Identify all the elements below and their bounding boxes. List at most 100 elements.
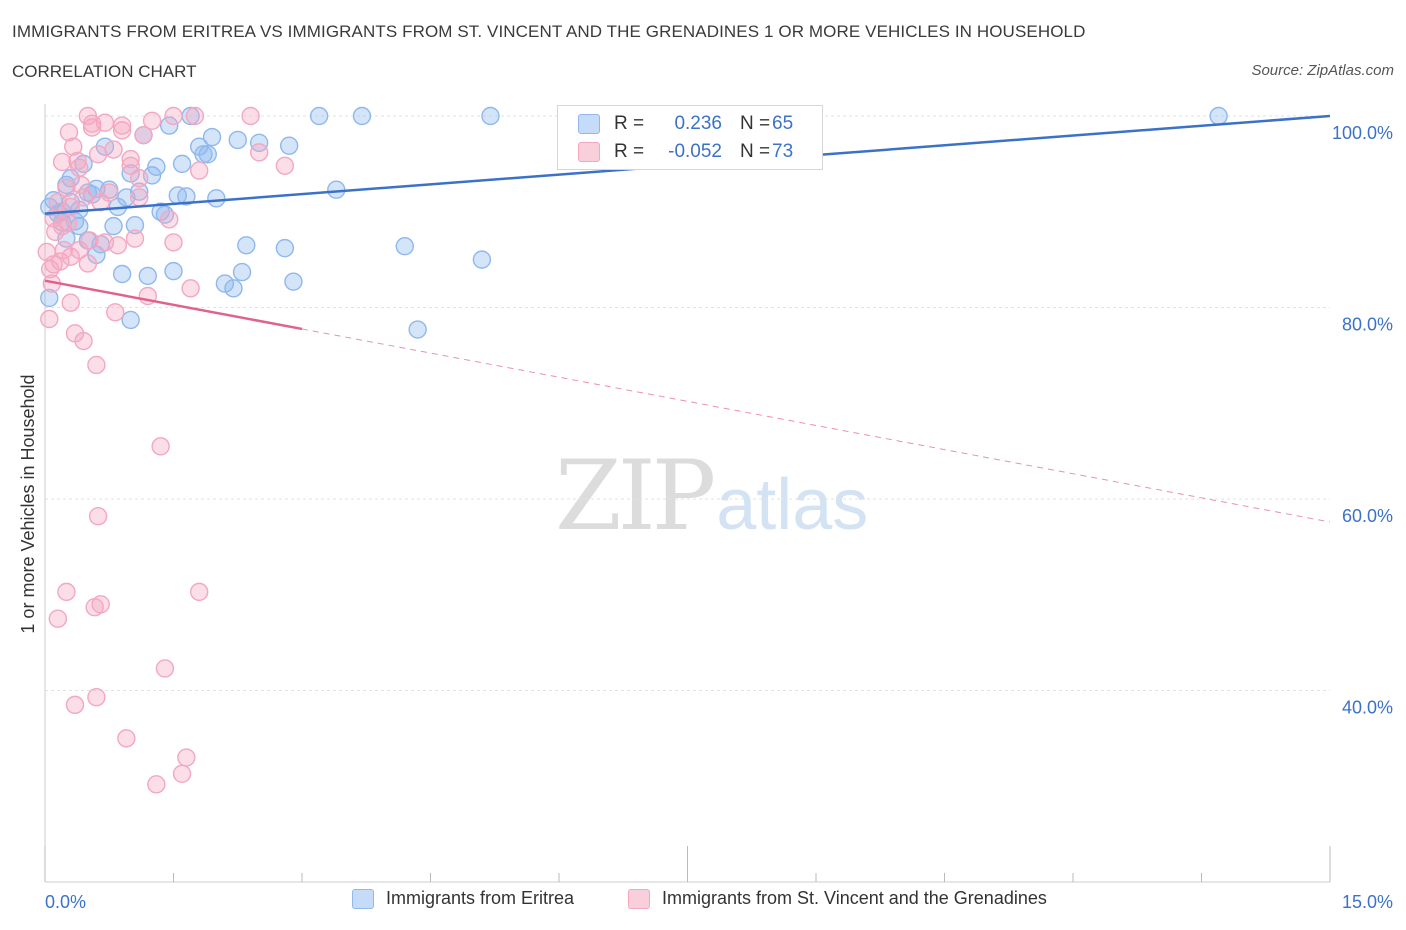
point-stvincent — [68, 151, 87, 171]
y-tick-label: 100.0% — [1332, 123, 1393, 143]
chart-subtitle: CORRELATION CHART — [12, 62, 197, 81]
watermark-zip: ZIP — [555, 440, 716, 552]
legend-n-label: N = — [740, 141, 771, 162]
legend-n-value: 73 — [772, 141, 794, 162]
legend-n-value: 65 — [772, 113, 794, 134]
point-stvincent — [151, 437, 170, 456]
point-eritrea — [472, 250, 492, 269]
y-axis-label: 1 or more Vehicles in Household — [18, 374, 38, 633]
point-eritrea — [130, 182, 149, 201]
legend-swatch-stvincent — [578, 142, 600, 162]
point-eritrea — [232, 262, 252, 282]
point-stvincent — [134, 125, 153, 145]
point-stvincent — [52, 216, 72, 236]
point-stvincent — [189, 161, 209, 180]
point-stvincent — [108, 236, 128, 255]
trend-lines — [44, 114, 1331, 523]
point-stvincent — [64, 137, 83, 156]
y-tick-label: 40.0% — [1342, 698, 1393, 718]
point-stvincent — [74, 188, 93, 207]
point-stvincent — [87, 688, 106, 707]
legend-swatch-stvincent — [628, 888, 650, 909]
point-stvincent — [59, 123, 79, 142]
point-stvincent — [70, 240, 89, 260]
point-eritrea — [112, 264, 132, 284]
point-eritrea — [275, 238, 295, 258]
watermark: ZIPatlas — [555, 440, 868, 552]
trend-stvincent-solid — [44, 279, 303, 331]
point-eritrea — [177, 187, 196, 206]
legend-label-stvincent: Immigrants from St. Vincent and the Gren… — [662, 888, 1047, 908]
x-tick-label: 15.0% — [1342, 892, 1393, 912]
point-stvincent — [172, 764, 192, 784]
point-eritrea — [147, 157, 166, 176]
point-eritrea — [164, 261, 183, 281]
point-stvincent — [147, 775, 166, 794]
point-eritrea — [224, 279, 243, 298]
legend-r-label: R = — [614, 113, 645, 134]
correlation-legend: R = 0.236 N = 65 R = -0.052 N = 73 — [557, 105, 823, 170]
point-stvincent — [104, 140, 123, 159]
point-stvincent — [117, 729, 136, 748]
point-eritrea — [104, 216, 123, 236]
x-tick-label: 0.0% — [45, 892, 86, 912]
point-stvincent — [44, 255, 63, 274]
point-stvincent — [185, 106, 205, 126]
point-stvincent — [91, 595, 110, 614]
point-stvincent — [142, 111, 162, 130]
point-stvincent — [177, 748, 196, 767]
legend-row-eritrea: R = 0.236 N = 65 — [578, 112, 793, 136]
point-stvincent — [181, 279, 200, 298]
point-eritrea — [481, 106, 500, 126]
legend-row-stvincent: R = -0.052 N = 73 — [578, 140, 793, 164]
point-stvincent — [70, 158, 89, 177]
point-eritrea — [198, 145, 217, 164]
point-eritrea — [237, 236, 256, 255]
point-eritrea — [279, 136, 299, 155]
y-tick-label: 60.0% — [1342, 506, 1393, 526]
y-tick-label: 80.0% — [1342, 315, 1393, 335]
point-stvincent — [78, 254, 98, 273]
point-eritrea — [352, 106, 372, 126]
legend-r-label: R = — [614, 141, 645, 162]
legend-item-eritrea[interactable]: Immigrants from Eritrea — [352, 888, 574, 909]
point-stvincent — [95, 113, 115, 132]
point-eritrea — [121, 310, 140, 330]
point-eritrea — [40, 288, 59, 308]
source-label: Source: ZipAtlas.com — [1251, 62, 1394, 79]
point-stvincent — [106, 303, 125, 322]
point-stvincent — [125, 229, 145, 248]
point-eritrea — [172, 154, 192, 174]
point-stvincent — [275, 156, 295, 175]
point-eritrea — [1209, 106, 1228, 126]
legend-item-stvincent[interactable]: Immigrants from St. Vincent and the Gren… — [628, 888, 1047, 909]
point-stvincent — [65, 695, 85, 715]
point-eritrea — [138, 266, 158, 286]
point-eritrea — [207, 189, 226, 208]
point-stvincent — [87, 355, 106, 375]
point-stvincent — [249, 143, 269, 162]
point-eritrea — [284, 272, 303, 291]
point-stvincent — [189, 582, 209, 602]
point-stvincent — [155, 659, 175, 678]
point-eritrea — [125, 215, 145, 235]
point-stvincent — [48, 609, 68, 628]
series-legend: Immigrants from Eritrea Immigrants from … — [0, 888, 1406, 916]
legend-r-value: -0.052 — [668, 141, 722, 162]
axes — [44, 104, 1331, 883]
grid-lines — [45, 115, 1330, 691]
point-stvincent — [164, 233, 183, 252]
data-points — [37, 106, 1228, 794]
point-eritrea — [395, 237, 414, 256]
point-eritrea — [202, 127, 222, 147]
point-stvincent — [130, 169, 149, 188]
point-stvincent — [88, 145, 108, 164]
point-stvincent — [40, 309, 59, 329]
point-stvincent — [54, 240, 74, 260]
tick-labels: 100.0% 80.0% 60.0% 40.0% 0.0% 15.0% 1 or more … — [18, 123, 1393, 912]
legend-r-value: 0.236 — [674, 113, 722, 134]
point-stvincent — [164, 106, 183, 126]
point-stvincent — [112, 121, 132, 140]
point-stvincent — [121, 149, 140, 169]
point-eritrea — [327, 180, 346, 199]
